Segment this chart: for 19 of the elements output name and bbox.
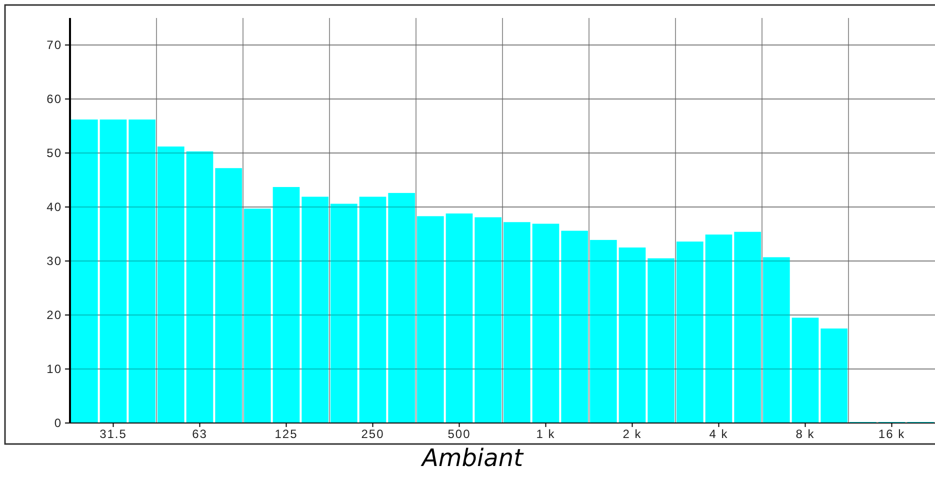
y-tick-label: 40	[46, 200, 62, 214]
x-tick-label: 500	[448, 427, 471, 441]
x-axis-title: Ambiant	[420, 444, 525, 472]
x-tick-label: 63	[192, 427, 208, 441]
y-tick-label: 70	[46, 38, 62, 52]
y-tick-label: 10	[46, 362, 62, 376]
y-tick-label: 0	[54, 416, 62, 430]
x-tick-label: 1 k	[536, 427, 556, 441]
x-tick-label: 2 k	[622, 427, 642, 441]
x-tick-label: 250	[361, 427, 384, 441]
y-tick-label: 50	[46, 146, 62, 160]
y-tick-label: 60	[46, 92, 62, 106]
x-tick-label: 8 k	[796, 427, 815, 441]
x-tick-label: 31.5	[100, 427, 127, 441]
x-tick-label: 4 k	[709, 427, 728, 441]
y-tick-label: 30	[46, 254, 62, 268]
x-tick-label: 16 k	[878, 427, 906, 441]
y-tick-label: 20	[46, 308, 62, 322]
x-tick-label: 125	[274, 427, 298, 441]
